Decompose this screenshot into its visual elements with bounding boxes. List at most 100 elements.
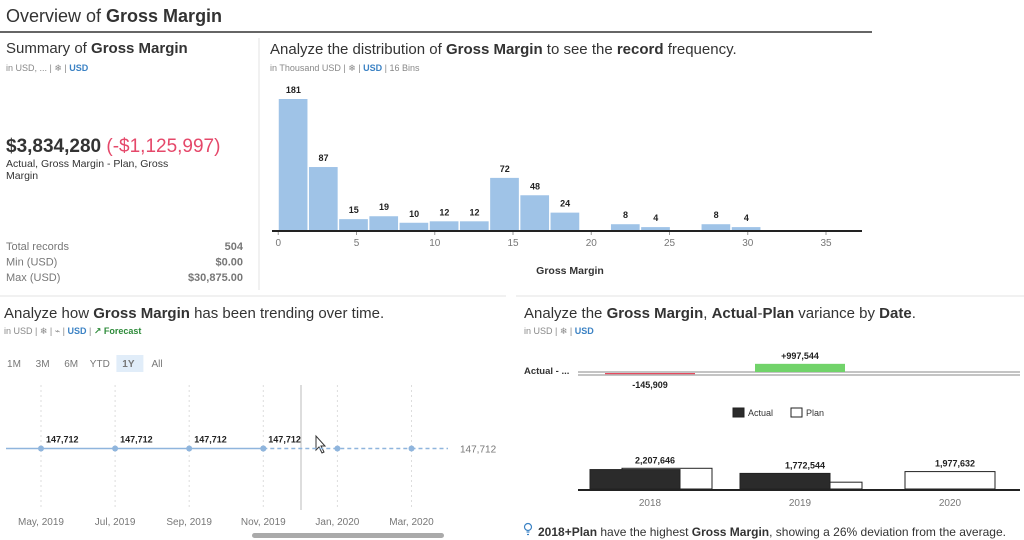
chart-title-part: , — [703, 305, 711, 322]
x-axis-label: Gross Margin — [536, 265, 604, 277]
range-button[interactable]: All — [151, 359, 162, 370]
chart-title: Analyze the Gross Margin, Actual-Plan va… — [524, 305, 916, 322]
chart-title-part: Analyze the — [524, 305, 607, 322]
mouse-pointer — [315, 434, 327, 454]
legend-swatch — [790, 407, 803, 418]
chart-title-part: frequency. — [664, 41, 737, 58]
x-tick-label: Jul, 2019 — [95, 517, 136, 528]
range-button[interactable]: 1M — [7, 359, 21, 370]
column-label: 2,207,646 — [635, 455, 675, 465]
x-tick-label: 10 — [429, 238, 441, 249]
chart-subtitle: in Thousand USD | ❄ | USD | 16 Bins — [270, 63, 420, 73]
stat-label: Max (USD) — [6, 272, 60, 284]
x-tick-label: 20 — [586, 238, 598, 249]
chart-title-part: Analyze how — [4, 305, 93, 322]
range-button[interactable]: YTD — [90, 359, 110, 370]
chart-subtitle-part: in USD | ❄ | — [524, 326, 575, 336]
column-label: 1,772,544 — [785, 460, 825, 470]
bar-label: 87 — [319, 153, 329, 163]
legend-label: Actual — [748, 408, 773, 418]
summary-description: Margin — [6, 170, 38, 182]
summary-title-part: Summary of — [6, 40, 91, 57]
histogram-bar — [459, 221, 489, 230]
histogram-bar — [610, 224, 640, 230]
bar-label: 12 — [439, 207, 449, 217]
x-tick-label: 30 — [742, 238, 754, 249]
range-button[interactable]: 1Y — [122, 359, 135, 370]
chart-title: Analyze how Gross Margin has been trendi… — [4, 305, 384, 322]
chart-subtitle-part: USD — [363, 63, 383, 73]
variance-bar — [605, 373, 695, 375]
chart-subtitle-part: in USD | ❄ | ⌁ | — [4, 326, 67, 336]
summary-figure-part: (-$1,125,997) — [101, 136, 220, 157]
histogram-bar — [520, 195, 550, 230]
column-0 — [589, 469, 681, 490]
x-tick-label: 2020 — [939, 498, 962, 509]
chart-subtitle: in USD | ❄ | USD — [524, 326, 594, 336]
histogram-bar — [369, 216, 399, 230]
histogram-bar — [490, 177, 519, 230]
chart-title-part: to see the — [543, 41, 617, 58]
insight-text-part: 2018+Plan — [538, 525, 597, 539]
summary-description: Actual, Gross Margin - Plan, Gross — [6, 158, 168, 170]
range-button[interactable]: 6M — [64, 359, 78, 370]
data-label: 147,712 — [46, 434, 79, 444]
bar-label: 10 — [409, 209, 419, 219]
bar-label: 4 — [744, 213, 749, 223]
histogram-bar — [641, 227, 670, 230]
range-selected — [116, 355, 144, 372]
chart-title-part: Analyze the distribution of — [270, 41, 446, 58]
point — [334, 445, 341, 452]
bar-label: 48 — [530, 181, 540, 191]
chart-subtitle-part: in Thousand USD | ❄ | — [270, 63, 363, 73]
chart-title-part: - — [757, 305, 762, 322]
chart-title-part: record — [617, 41, 664, 58]
x-tick-label: Sep, 2019 — [166, 517, 212, 528]
x-tick-label: 0 — [275, 238, 281, 249]
x-tick-label: Nov, 2019 — [241, 517, 286, 528]
column-1 — [904, 471, 996, 490]
point — [186, 445, 193, 452]
chart-subtitle-part: USD — [67, 326, 87, 336]
page-title-part: Gross Margin — [106, 6, 222, 26]
summary-figure-part: $3,834,280 — [6, 136, 101, 157]
scrollbar[interactable] — [252, 533, 444, 538]
x-tick-label: 25 — [664, 238, 676, 249]
chart-title-part: Actual — [712, 305, 758, 322]
chart-subtitle: in USD | ❄ | ⌁ | USD | ↗ Forecast — [4, 326, 141, 336]
histogram-bar — [701, 224, 731, 230]
bar-label: 72 — [500, 164, 510, 174]
histogram-bar — [429, 221, 459, 230]
insight-text: 2018+Plan have the highest Gross Margin,… — [538, 525, 1006, 539]
range-button[interactable]: 3M — [36, 359, 50, 370]
page-title-part: Overview of — [6, 6, 106, 26]
bar-label: 8 — [623, 210, 628, 220]
bar-label: 4 — [653, 213, 658, 223]
column-0 — [739, 472, 831, 490]
variance-bar — [755, 363, 845, 372]
chart-title-part: variance by — [794, 305, 879, 322]
summary-subtitle-part: USD — [69, 63, 89, 73]
bar-label: 24 — [560, 199, 570, 209]
summary-title: Summary of Gross Margin — [6, 40, 188, 57]
chart-title-part: Gross Margin — [446, 41, 543, 58]
bar-label: 15 — [349, 205, 359, 215]
variance-label: -145,909 — [632, 380, 668, 390]
point — [260, 445, 267, 452]
column-label: 1,977,632 — [935, 459, 975, 469]
bulb-icon — [523, 522, 533, 536]
insight-text-part: Gross Margin — [692, 525, 769, 539]
data-label: 147,712 — [120, 434, 153, 444]
legend-label: Plan — [806, 408, 824, 418]
chart-subtitle-part: ↗ Forecast — [94, 326, 142, 336]
chart-title-part: has been trending over time. — [190, 305, 384, 322]
summary-subtitle-part: in USD, ... | ❄ | — [6, 63, 69, 73]
chart-title-part: Gross Margin — [93, 305, 190, 322]
histogram-bar — [278, 99, 308, 230]
summary-title-part: Gross Margin — [91, 40, 188, 57]
legend-swatch — [732, 407, 745, 418]
point — [112, 445, 119, 452]
row-label: Actual - ... — [524, 366, 569, 377]
bar-label: 181 — [286, 85, 301, 95]
summary-figure: $3,834,280 (-$1,125,997) — [6, 136, 220, 157]
